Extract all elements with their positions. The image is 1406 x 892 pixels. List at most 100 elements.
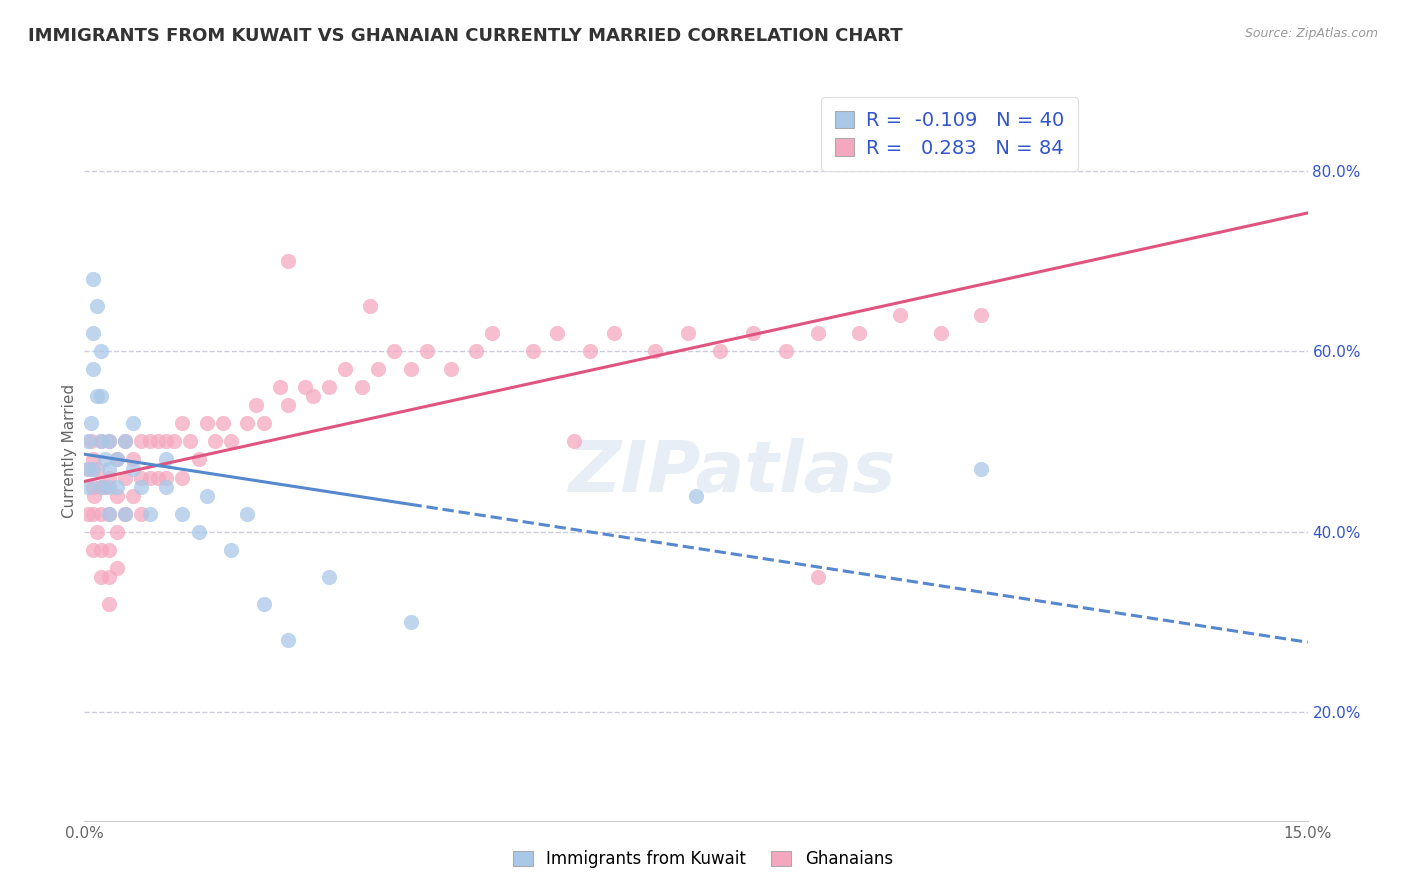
Point [114,507,136,521]
Point [131,479,153,493]
Point [179,434,201,449]
Point [603,326,626,340]
Point [97,507,120,521]
Point [82,507,104,521]
Point [970,308,993,322]
Point [90,434,112,449]
Point [105,489,128,503]
Point [204,434,226,449]
Point [155,452,177,467]
Point [155,470,177,484]
Point [105,452,128,467]
Point [90,570,112,584]
Point [82,362,104,376]
Point [277,633,299,648]
Point [236,417,259,431]
Point [138,470,160,484]
Point [245,398,267,412]
Point [848,326,870,340]
Point [742,326,765,340]
Point [77,461,100,475]
Point [889,308,911,322]
Point [579,344,602,359]
Point [562,434,585,449]
Point [676,326,699,340]
Point [97,597,120,611]
Point [219,542,242,557]
Y-axis label: Currently Married: Currently Married [62,384,77,517]
Point [114,434,136,449]
Point [114,507,136,521]
Point [77,479,100,493]
Point [131,470,153,484]
Text: ZIPatlas: ZIPatlas [569,438,897,508]
Legend: Immigrants from Kuwait, Ghanaians: Immigrants from Kuwait, Ghanaians [506,844,900,875]
Point [318,570,340,584]
Point [90,389,112,403]
Point [416,344,439,359]
Point [77,507,100,521]
Point [114,434,136,449]
Point [97,470,120,484]
Point [80,434,103,449]
Point [105,561,128,575]
Point [318,380,340,394]
Point [80,417,103,431]
Point [90,507,112,521]
Point [131,507,153,521]
Point [97,570,120,584]
Point [970,461,993,475]
Point [82,326,104,340]
Point [146,434,169,449]
Point [481,326,503,340]
Point [294,380,316,394]
Text: Source: ZipAtlas.com: Source: ZipAtlas.com [1244,27,1378,40]
Point [187,452,209,467]
Point [90,479,112,493]
Point [359,299,381,313]
Point [93,452,115,467]
Point [172,470,194,484]
Point [163,434,186,449]
Point [97,479,120,493]
Point [187,524,209,539]
Point [301,389,323,403]
Point [77,434,100,449]
Point [86,524,108,539]
Point [77,461,100,475]
Point [97,461,120,475]
Point [440,362,463,376]
Point [350,380,373,394]
Legend: R =  -0.109   N = 40, R =   0.283   N = 84: R = -0.109 N = 40, R = 0.283 N = 84 [821,97,1077,171]
Point [277,398,299,412]
Point [122,461,145,475]
Point [399,615,422,629]
Point [685,489,707,503]
Point [172,417,194,431]
Point [399,362,422,376]
Point [90,434,112,449]
Point [522,344,544,359]
Point [464,344,486,359]
Point [90,344,112,359]
Point [807,326,830,340]
Point [82,479,104,493]
Point [122,452,145,467]
Point [219,434,242,449]
Point [709,344,731,359]
Point [93,479,115,493]
Point [86,389,108,403]
Point [146,470,169,484]
Point [97,434,120,449]
Point [775,344,797,359]
Point [122,417,145,431]
Point [83,489,105,503]
Point [97,434,120,449]
Point [90,479,112,493]
Point [82,272,104,286]
Point [367,362,389,376]
Point [195,417,218,431]
Point [122,489,145,503]
Point [97,507,120,521]
Point [253,597,276,611]
